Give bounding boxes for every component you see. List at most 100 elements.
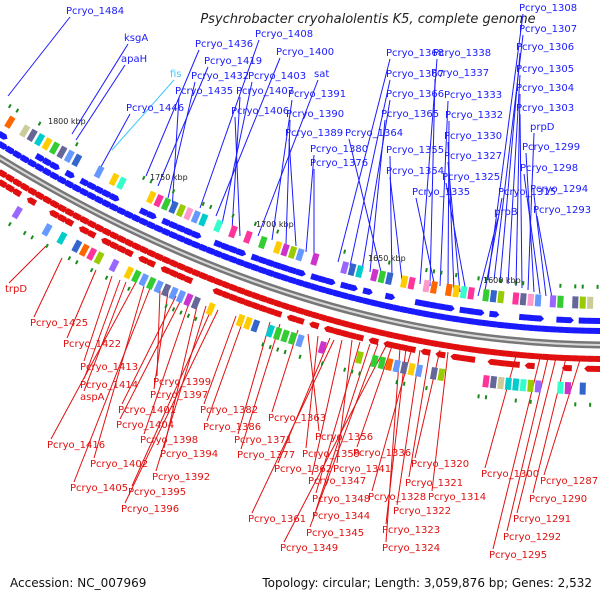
forward-gene-arrow (79, 187, 90, 197)
forward-gene-arrow (101, 199, 112, 208)
forward-gene-arrow (131, 213, 142, 223)
gene-bottom-connector (33, 257, 63, 318)
reverse-gene-arrow (309, 311, 320, 320)
gene-top-connector (507, 74, 521, 285)
reverse-gene-arrow (502, 350, 513, 358)
gene-bottom-label: Pcryo_1404 (116, 420, 174, 431)
reverse-gene-arrow (78, 216, 90, 225)
gene-bottom-connector (73, 287, 151, 483)
cog-feature-block (131, 269, 142, 284)
gene-bottom-label: Pcryo_1345 (306, 528, 364, 539)
forward-gene-arrow (213, 249, 224, 258)
gene-bottom-label: Pcryo_1395 (128, 487, 186, 498)
reverse-gene-arrow (242, 289, 253, 298)
reverse-gene-arrow (212, 288, 223, 297)
reverse-gene-arrow (368, 337, 379, 345)
gene-top-label: Pcryo_1307 (519, 24, 577, 35)
reverse-gene-arrow (64, 208, 75, 217)
gc-mark (74, 142, 79, 147)
reverse-gene-arrow (375, 329, 387, 337)
reverse-gene-arrow (591, 355, 600, 362)
forward-gene-arrow (146, 220, 157, 230)
gene-bottom-connector (305, 335, 319, 449)
cog-feature-block (512, 292, 520, 305)
gene-bottom-label: Pcryo_1386 (203, 422, 261, 433)
reverse-gene-arrow (361, 325, 372, 334)
cog-feature-block (340, 261, 350, 275)
forward-gene-arrow (243, 260, 254, 270)
cog-feature-block (4, 115, 16, 129)
gene-top-connector (7, 16, 71, 97)
reverse-gene-arrow (101, 237, 112, 247)
cog-feature-block (265, 324, 276, 338)
gene-top-connector (234, 116, 241, 237)
forward-gene-arrow (0, 130, 8, 140)
forward-gene-arrow (19, 154, 30, 164)
gc-mark (395, 379, 399, 385)
gene-bottom-label: Pcryo_1287 (540, 476, 598, 487)
gene-top-label: Pcryo_1366 (386, 89, 444, 100)
reverse-gene-arrow (398, 334, 409, 342)
forward-gene-arrow (362, 287, 373, 295)
gene-top-connector (429, 78, 436, 287)
cog-feature-block (400, 361, 409, 375)
forward-gene-arrow (42, 157, 53, 166)
cog-feature-block (557, 381, 564, 394)
gene-bottom-connector (83, 275, 113, 362)
gene-bottom-label: Pcryo_1425 (30, 318, 88, 329)
cog-feature-block (168, 286, 179, 301)
gene-bottom-label: Pcryo_1413 (80, 362, 138, 373)
reverse-gene-arrow (86, 230, 97, 239)
reverse-gene-arrow (227, 283, 238, 292)
gene-bottom-label: aspA (80, 392, 105, 403)
forward-gene-arrow (258, 266, 269, 275)
reverse-gene-arrow (316, 313, 327, 322)
gene-bottom-label: Pcryo_1322 (393, 506, 451, 517)
gene-bottom-connector (277, 337, 331, 464)
forward-gene-arrow (593, 317, 600, 324)
gc-mark (440, 270, 443, 275)
reverse-gene-arrow (12, 178, 23, 188)
cog-feature-block (11, 205, 23, 220)
reverse-gene-arrow (257, 304, 268, 313)
reverse-gene-arrow (175, 262, 186, 271)
reverse-gene-arrow (160, 266, 171, 275)
kbp-ticks: 1800 kbp 1750 kbp 1700 kbp 1650 kbp 1600… (48, 117, 521, 285)
backbone-highlight (0, 156, 600, 346)
gene-top-connector (447, 120, 450, 289)
forward-gene-arrow (190, 240, 202, 249)
gene-top-connector (515, 93, 521, 287)
gene-bottom-label: Pcryo_1382 (200, 405, 258, 416)
reverse-gene-arrow (301, 309, 313, 318)
reverse-gene-arrow (145, 259, 157, 268)
gc-mark (320, 361, 324, 366)
gene-top-label: Pcryo_1408 (255, 29, 313, 40)
forward-gene-arrow (287, 276, 299, 285)
forward-gene-arrow (362, 297, 373, 305)
cog-feature-block (377, 270, 387, 284)
reverse-gene-arrow (190, 268, 201, 278)
gene-bottom-label: Pcryo_1336 (353, 448, 411, 459)
forward-gene-arrow (183, 237, 194, 246)
cog-feature-block (19, 124, 31, 138)
reverse-gene-arrow (78, 226, 90, 235)
cog-feature-block (243, 316, 253, 330)
gene-bottom-connector (66, 269, 97, 339)
gene-top-label: Pcryo_1337 (431, 68, 489, 79)
reverse-gene-arrow (465, 345, 476, 353)
gc-mark (454, 273, 458, 278)
gene-bottom-label: Pcryo_1347 (308, 476, 366, 487)
forward-gene-arrow (347, 283, 358, 292)
forward-gene-arrow (295, 268, 306, 277)
cog-feature-block (527, 293, 535, 307)
gene-top-connector (199, 39, 260, 209)
gene-bottom-label: Pcryo_1300 (481, 469, 539, 480)
cog-feature-block (295, 334, 305, 348)
forward-gene-arrow (183, 227, 194, 236)
forward-gene-arrow (94, 195, 105, 204)
gene-top-label: Pcryo_1306 (516, 42, 574, 53)
gene-top-connector (533, 194, 547, 297)
gene-top-label: Pcryo_1330 (444, 131, 502, 142)
reverse-gene-arrow (26, 197, 38, 206)
gc-mark (268, 344, 272, 350)
